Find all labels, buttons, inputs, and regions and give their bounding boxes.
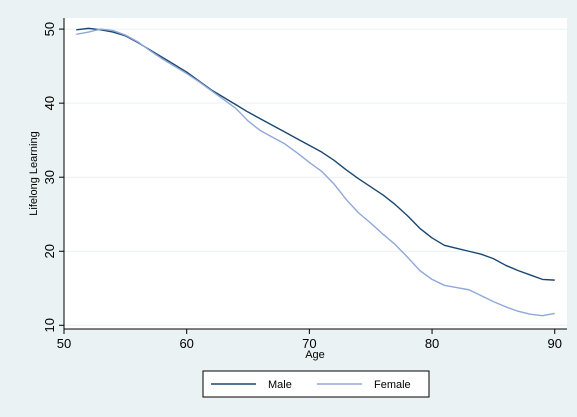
y-tick-label-30: 30 <box>42 170 57 184</box>
y-tick-label-10: 10 <box>42 318 57 332</box>
y-tick-label-20: 20 <box>42 244 57 258</box>
legend: Male Female <box>202 370 430 398</box>
y-tick-label-40: 40 <box>42 96 57 110</box>
series-lines <box>76 27 555 317</box>
y-tick-label-50: 50 <box>42 22 57 36</box>
plot-area <box>64 18 567 329</box>
x-axis-title: Age <box>305 349 325 361</box>
y-axis-title: Lifelong Learning <box>28 131 40 215</box>
series-line-male <box>76 27 555 281</box>
x-tick-label-70: 70 <box>302 336 316 351</box>
x-axis: 50 60 70 80 90 <box>57 328 567 351</box>
series-line-female <box>76 28 555 317</box>
legend-label-male: Male <box>268 379 292 391</box>
x-tick-label-50: 50 <box>57 336 71 351</box>
y-axis: 10 20 30 40 50 <box>42 18 65 333</box>
grid-lines <box>64 28 567 326</box>
x-tick-label-60: 60 <box>179 336 193 351</box>
x-tick-label-90: 90 <box>547 336 561 351</box>
x-tick-label-80: 80 <box>425 336 439 351</box>
legend-label-female: Female <box>374 379 411 391</box>
